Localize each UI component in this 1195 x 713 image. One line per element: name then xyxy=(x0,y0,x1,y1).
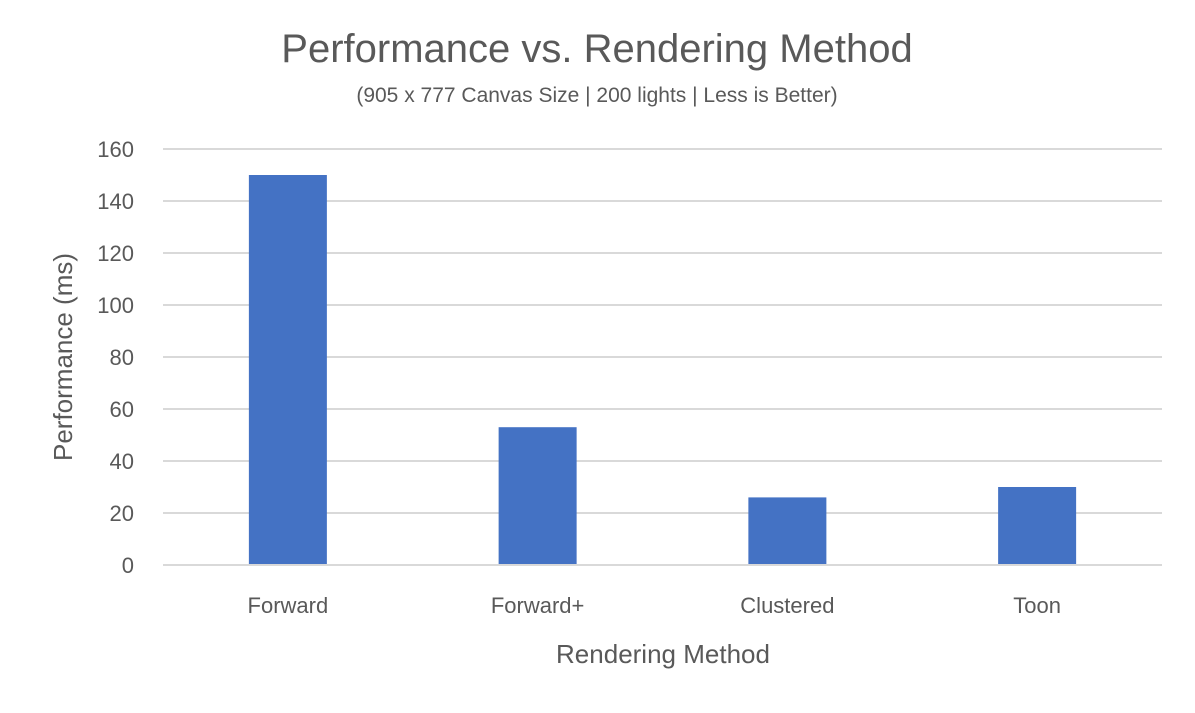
x-axis-ticks: Forward Forward+ Clustered Toon xyxy=(248,593,1061,618)
bar-clustered xyxy=(748,497,827,565)
y-tick-label: 0 xyxy=(122,553,134,578)
x-tick-label: Forward+ xyxy=(491,593,585,618)
x-axis-title: Rendering Method xyxy=(556,639,770,669)
y-tick-label: 80 xyxy=(110,345,134,370)
y-axis-ticks: 0 20 40 60 80 100 120 140 160 xyxy=(97,137,134,578)
y-tick-label: 120 xyxy=(97,241,134,266)
chart-subtitle: (905 x 777 Canvas Size | 200 lights | Le… xyxy=(356,84,837,107)
bar-forwardplus xyxy=(498,427,577,565)
chart-title: Performance vs. Rendering Method xyxy=(281,27,912,71)
bar-forward xyxy=(248,175,327,565)
y-tick-label: 100 xyxy=(97,293,134,318)
x-tick-label: Toon xyxy=(1013,593,1061,618)
y-tick-label: 160 xyxy=(97,137,134,162)
y-axis-title: Performance (ms) xyxy=(48,253,78,461)
bars xyxy=(248,175,1077,565)
y-tick-label: 40 xyxy=(110,449,134,474)
y-tick-label: 60 xyxy=(110,397,134,422)
y-tick-label: 20 xyxy=(110,501,134,526)
x-tick-label: Clustered xyxy=(740,593,834,618)
x-tick-label: Forward xyxy=(248,593,329,618)
gridlines xyxy=(163,148,1162,514)
bar-toon xyxy=(998,487,1077,565)
y-tick-label: 140 xyxy=(97,189,134,214)
